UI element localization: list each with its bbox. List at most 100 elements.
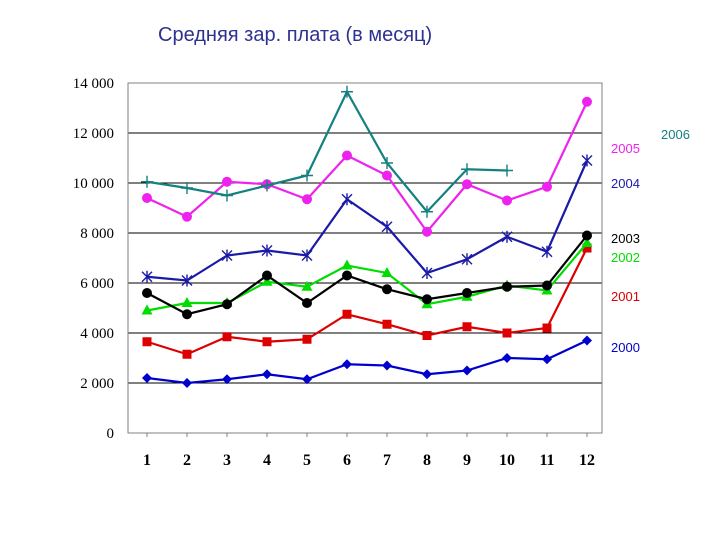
data-point: [462, 179, 472, 190]
y-tick-label: 4 000: [80, 326, 114, 342]
x-tick-label: 10: [499, 452, 515, 469]
series-line: [146, 89, 508, 214]
legend-label: 2001: [611, 289, 640, 304]
data-point: [142, 373, 152, 383]
data-point: [381, 267, 393, 277]
data-point: [381, 157, 393, 169]
data-point: [381, 220, 393, 233]
data-point: [222, 176, 232, 187]
data-point: [262, 270, 272, 281]
legend-label: 2000: [611, 340, 640, 355]
series-2006: [141, 85, 513, 218]
data-point: [542, 181, 552, 192]
x-tick-label: 4: [263, 452, 271, 469]
x-tick-label: 1: [143, 452, 151, 469]
data-point: [182, 211, 192, 222]
legend-label: 2006: [661, 127, 690, 142]
y-axis: 0 2 000 4 000 6 000 8 000 10 000 12 000 14 000: [73, 76, 114, 442]
data-point: [181, 297, 193, 307]
y-tick-label: 10 000: [73, 176, 114, 192]
x-tick-label: 3: [223, 452, 231, 469]
data-point: [422, 331, 432, 340]
data-point: [141, 270, 153, 283]
data-point: [222, 374, 232, 385]
data-point: [302, 194, 312, 205]
data-point: [382, 319, 392, 329]
data-point: [581, 237, 593, 247]
data-point: [261, 179, 273, 192]
legend-label: 2004: [611, 176, 640, 191]
y-tick-label: 6 000: [80, 276, 114, 292]
chart-title: Средняя зар. плата (в месяц): [158, 24, 433, 46]
x-tick-label: 11: [539, 452, 554, 469]
series-line: [146, 160, 589, 282]
series-line: [146, 339, 588, 385]
data-point: [142, 288, 152, 298]
data-point: [422, 226, 432, 237]
data-point: [302, 334, 312, 344]
data-point: [382, 170, 392, 181]
data-point: [342, 309, 352, 319]
data-point: [222, 299, 232, 310]
data-point: [462, 322, 472, 332]
data-point: [141, 175, 153, 188]
series-line: [146, 247, 588, 356]
legend: 2000 2001 2002 2003 2004 2005 2006: [611, 127, 690, 355]
x-tick-label: 12: [579, 452, 595, 469]
series-2003: [142, 230, 592, 320]
data-point: [182, 378, 192, 388]
data-point: [342, 270, 352, 281]
data-point: [301, 249, 313, 262]
y-tick-label: 8 000: [80, 226, 114, 242]
x-tick-label: 9: [463, 452, 471, 469]
data-point: [382, 284, 392, 295]
data-point: [502, 281, 512, 292]
series-2005: [142, 96, 592, 237]
data-point: [382, 360, 392, 371]
data-point: [341, 259, 353, 270]
data-point: [342, 359, 352, 370]
data-point: [181, 182, 193, 194]
data-point: [541, 245, 553, 258]
data-point: [581, 154, 593, 167]
data-point: [301, 169, 313, 182]
y-tick-label: 14 000: [73, 76, 114, 92]
series-line: [146, 234, 588, 316]
data-point: [182, 349, 192, 359]
series-line: [146, 242, 588, 312]
data-point: [502, 353, 512, 363]
data-point: [462, 365, 472, 376]
data-point: [181, 274, 193, 287]
data-point: [262, 337, 272, 347]
data-point: [142, 193, 152, 203]
data-point: [302, 374, 312, 385]
x-axis: 1 2 3 4 5 6 7 8 9 10 11 12: [143, 433, 595, 469]
x-tick-label: 2: [183, 452, 191, 469]
data-point: [341, 193, 353, 206]
gridlines: [128, 82, 602, 434]
plot-area: [127, 82, 603, 434]
data-point: [341, 85, 353, 98]
data-point: [261, 244, 273, 257]
data-point: [542, 280, 552, 291]
x-tick-label: 6: [343, 452, 351, 469]
data-point: [582, 230, 592, 241]
series-2002: [141, 237, 593, 315]
data-point: [461, 163, 473, 176]
data-point: [542, 354, 552, 365]
legend-label: 2003: [611, 231, 640, 246]
x-tick-label: 8: [423, 452, 431, 469]
data-point: [422, 294, 432, 305]
data-point: [261, 275, 273, 286]
series-2004: [141, 154, 593, 287]
series-group: [141, 85, 593, 388]
series-2001: [142, 243, 592, 359]
data-point: [302, 298, 312, 308]
data-point: [502, 195, 512, 206]
data-point: [221, 189, 233, 202]
data-point: [461, 253, 473, 266]
data-point: [262, 369, 272, 380]
data-point: [222, 332, 232, 342]
series-2000: [142, 335, 592, 388]
data-point: [421, 267, 433, 279]
